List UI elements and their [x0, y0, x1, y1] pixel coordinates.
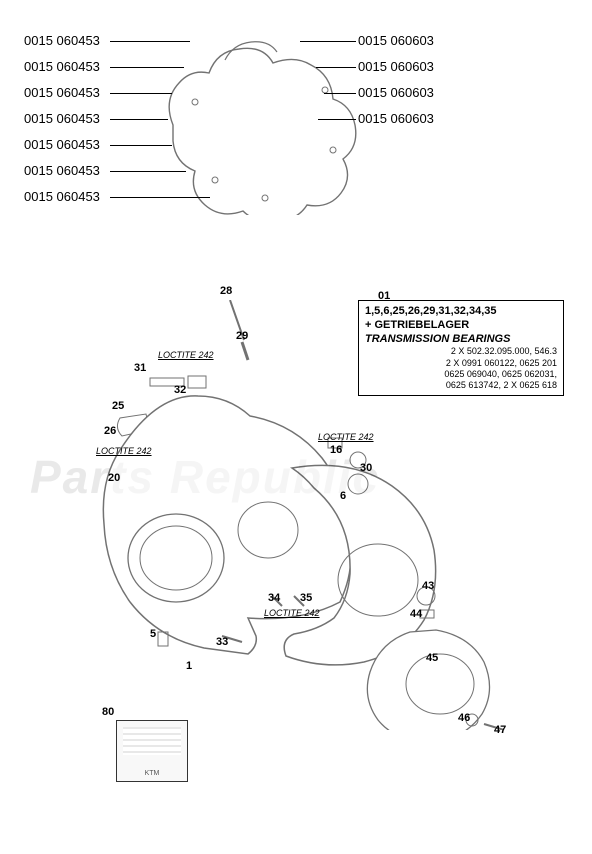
diagram-page: { "gasket_block": { "left_label": "0015 … — [0, 0, 592, 854]
lead-right-2 — [316, 67, 356, 68]
lead-left-3 — [110, 93, 172, 94]
manual-caption: KTM — [117, 770, 187, 777]
partno-left-4: 0015 060453 — [24, 112, 100, 125]
partno-right-4: 0015 060603 — [358, 112, 434, 125]
callout-01: 01 — [378, 290, 390, 302]
callout-31: 31 — [134, 362, 146, 374]
kit-info-box: 1,5,6,25,26,29,31,32,34,35 + GETRIEBELAG… — [358, 300, 564, 396]
callout-47: 47 — [494, 724, 506, 736]
callout-43: 43 — [422, 580, 434, 592]
loctite-note-4: LOCTITE 242 — [264, 608, 320, 618]
callout-33: 33 — [216, 636, 228, 648]
callout-45: 45 — [426, 652, 438, 664]
callout-34: 34 — [268, 592, 280, 604]
partno-left-6: 0015 060453 — [24, 164, 100, 177]
callout-30: 30 — [360, 462, 372, 474]
callout-5: 5 — [150, 628, 156, 640]
loctite-note-1: LOCTITE 242 — [158, 350, 214, 360]
gasket-outline — [155, 30, 365, 215]
kit-trans: TRANSMISSION BEARINGS — [365, 333, 557, 347]
lead-left-2 — [110, 67, 184, 68]
callout-20: 20 — [108, 472, 120, 484]
partno-right-3: 0015 060603 — [358, 86, 434, 99]
partno-left-2: 0015 060453 — [24, 60, 100, 73]
kit-spec1: 2 X 502.32.095.000, 546.3 — [365, 346, 557, 357]
callout-1: 1 — [186, 660, 192, 672]
callout-32: 32 — [174, 384, 186, 396]
lead-left-5 — [110, 145, 172, 146]
callout-26: 26 — [104, 425, 116, 437]
kit-plus: + GETRIEBELAGER — [365, 319, 557, 333]
kit-spec4: 0625 613742, 2 X 0625 618 — [365, 380, 557, 391]
lead-left-4 — [110, 119, 168, 120]
lead-right-4 — [318, 119, 356, 120]
lead-left-1 — [110, 41, 190, 42]
kit-items: 1,5,6,25,26,29,31,32,34,35 — [365, 305, 557, 319]
partno-right-2: 0015 060603 — [358, 60, 434, 73]
lead-right-3 — [324, 93, 356, 94]
callout-29: 29 — [236, 330, 248, 342]
partno-left-1: 0015 060453 — [24, 34, 100, 47]
kit-spec3: 0625 069040, 0625 062031, — [365, 369, 557, 380]
partno-right-1: 0015 060603 — [358, 34, 434, 47]
callout-35: 35 — [300, 592, 312, 604]
callout-25: 25 — [112, 400, 124, 412]
lead-left-6 — [110, 171, 186, 172]
manual-icon: KTM — [116, 720, 188, 782]
partno-left-7: 0015 060453 — [24, 190, 100, 203]
lead-right-1 — [300, 41, 356, 42]
loctite-note-3: LOCTITE 242 — [318, 432, 374, 442]
callout-28: 28 — [220, 285, 232, 297]
callout-46: 46 — [458, 712, 470, 724]
callout-80: 80 — [102, 706, 114, 718]
lead-left-7 — [110, 197, 210, 198]
loctite-note-2: LOCTITE 242 — [96, 446, 152, 456]
kit-spec2: 2 X 0991 060122, 0625 201 — [365, 358, 557, 369]
callout-16: 16 — [330, 444, 342, 456]
partno-left-3: 0015 060453 — [24, 86, 100, 99]
partno-left-5: 0015 060453 — [24, 138, 100, 151]
callout-44: 44 — [410, 608, 422, 620]
callout-6: 6 — [340, 490, 346, 502]
